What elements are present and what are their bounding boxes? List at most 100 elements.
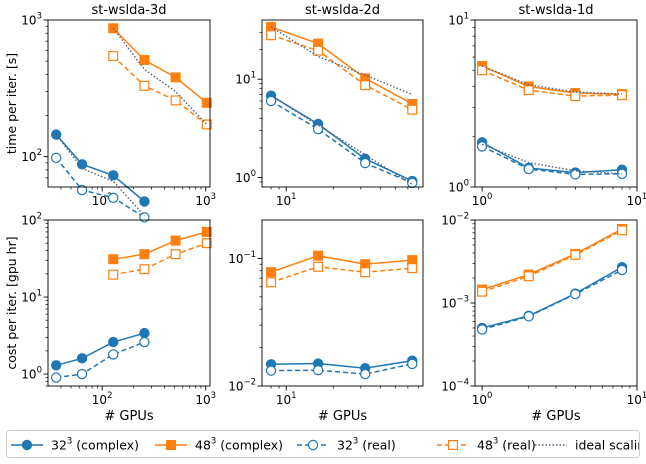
series-ideal	[481, 65, 623, 95]
data-point-r48	[266, 277, 277, 288]
x-tick-label: 100	[472, 192, 493, 208]
data-point-r32	[570, 169, 581, 180]
series-line-r48	[112, 55, 208, 126]
data-point-c48	[201, 226, 212, 237]
series-line-c32	[481, 141, 623, 174]
data-point-r32	[359, 157, 371, 169]
data-point-r32	[407, 358, 418, 370]
legend-label: 323 (real)	[337, 437, 396, 453]
x-tick-label: 101	[627, 192, 646, 208]
data-point-r32	[616, 264, 628, 276]
data-point-r48	[360, 267, 371, 278]
legend-label: 483 (real)	[477, 437, 536, 453]
series-line-r48	[481, 69, 623, 97]
series-r48	[477, 65, 627, 102]
x-axis-label: # GPUs	[531, 409, 580, 424]
data-point-c48	[139, 54, 150, 65]
data-point-r32	[312, 123, 324, 135]
series-line-c32	[271, 359, 413, 369]
y-axis-label: cost per iter. [gpu hr]	[4, 236, 19, 369]
series-ideal	[112, 27, 208, 125]
panel-title: st-wslda-2d	[305, 3, 380, 18]
series-r32	[51, 336, 150, 383]
series-r32	[476, 264, 628, 335]
series-ideal	[481, 143, 623, 175]
series-c32	[51, 327, 150, 371]
plot-frame	[474, 219, 638, 387]
data-point-c32	[139, 196, 150, 207]
data-point-c48	[170, 235, 181, 246]
legend-label: 323 (complex)	[51, 437, 139, 453]
series-ideal	[55, 134, 145, 217]
y-tick-label: 100	[448, 179, 469, 195]
data-point-r32	[523, 163, 534, 175]
series-ideal	[270, 26, 413, 96]
series-line-r48	[113, 242, 208, 276]
plot-frame	[261, 219, 424, 387]
series-c32	[476, 261, 628, 334]
series-r48	[108, 51, 212, 130]
data-point-r48	[108, 51, 119, 62]
data-point-r32	[108, 192, 119, 204]
series-c48	[108, 226, 212, 265]
y-tick-label: 10−2	[441, 212, 469, 228]
data-point-c32	[51, 360, 62, 371]
series-r48	[108, 238, 212, 280]
data-point-r48	[570, 249, 581, 260]
data-point-r48	[407, 104, 418, 115]
plot-frame	[474, 19, 638, 188]
plot-frame	[261, 19, 424, 188]
legend-marker	[448, 440, 459, 451]
data-point-c48	[139, 249, 150, 260]
data-point-r48	[523, 85, 534, 96]
data-point-c48	[108, 254, 119, 265]
data-point-r48	[139, 80, 150, 91]
data-point-r32	[523, 311, 534, 322]
data-point-c48	[201, 97, 212, 108]
series-line-r48	[481, 229, 623, 293]
data-point-r32	[312, 364, 324, 376]
y-tick-label: 10−2	[228, 378, 256, 394]
legend-marker	[307, 439, 319, 451]
series-line-c32	[481, 266, 623, 329]
data-point-r48	[616, 90, 627, 101]
data-point-c32	[76, 159, 88, 170]
y-tick-label: 102	[21, 148, 42, 164]
data-point-r32	[407, 177, 418, 189]
series-line-ideal	[481, 143, 623, 175]
data-point-c48	[108, 23, 119, 34]
plot-frame	[47, 19, 211, 188]
series-r32	[265, 358, 418, 380]
y-tick-label: 10−4	[441, 378, 469, 394]
x-tick-label: 103	[195, 192, 216, 208]
y-tick-label: 100	[21, 366, 42, 382]
data-point-r48	[170, 249, 181, 260]
chart-panel-4: 102 103 100 101 102 # GPUs cost per iter. [gpu…	[4, 212, 216, 425]
legend-marker	[166, 440, 177, 451]
data-point-r48	[313, 261, 324, 272]
x-tick-label: 103	[195, 391, 216, 407]
data-point-c32	[76, 353, 88, 364]
series-line-c48	[112, 27, 208, 104]
legend-marker	[21, 439, 33, 451]
y-tick-label: 101	[21, 289, 42, 305]
data-point-r48	[201, 238, 212, 249]
data-point-c48	[313, 250, 324, 261]
series-line-r32	[55, 157, 145, 218]
series-line-ideal	[481, 65, 623, 95]
chart-panel-2: 101 100 101 st-wslda-2d	[235, 3, 424, 208]
legend: 323 (complex) 483 (complex) 323 (real) 483 …	[6, 430, 646, 458]
data-point-r32	[76, 368, 88, 380]
series-line-r32	[56, 341, 145, 379]
legend-entry-r48: 483 (real)	[437, 437, 536, 453]
panel-title: st-wslda-1d	[518, 3, 593, 18]
panel-title: st-wslda-3d	[91, 3, 166, 18]
x-tick-label: 101	[276, 192, 297, 208]
chart-panel-3: 100 101 100 101 st-wslda-1d	[448, 3, 646, 208]
legend-entry-ideal: ideal scaling	[535, 438, 646, 453]
series-line-c32	[270, 94, 413, 182]
y-tick-label: 101	[235, 71, 256, 87]
series-line-r48	[270, 266, 413, 284]
data-point-r48	[201, 119, 212, 130]
data-point-r48	[170, 95, 181, 106]
